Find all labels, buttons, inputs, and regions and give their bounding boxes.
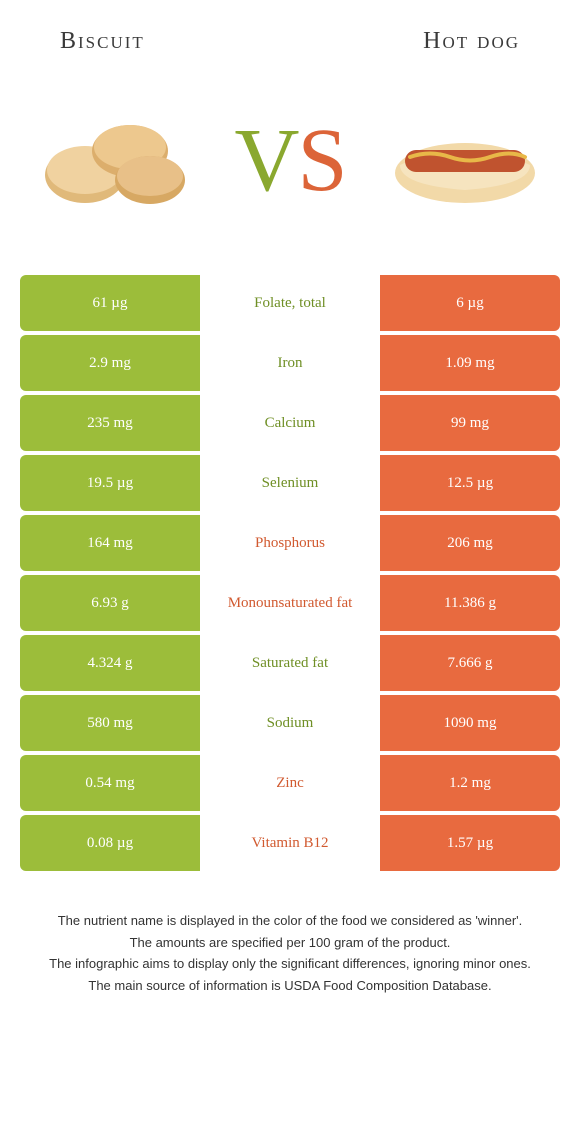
table-row: 0.54 mg Zinc 1.2 mg [20, 755, 560, 811]
cell-mid: Saturated fat [200, 635, 380, 691]
cell-right: 6 µg [380, 275, 560, 331]
cell-left: 164 mg [20, 515, 200, 571]
cell-right: 1.09 mg [380, 335, 560, 391]
food-right-title: Hot dog [423, 28, 520, 55]
cell-left: 580 mg [20, 695, 200, 751]
cell-mid: Phosphorus [200, 515, 380, 571]
cell-left: 6.93 g [20, 575, 200, 631]
cell-right: 1.2 mg [380, 755, 560, 811]
table-row: 164 mg Phosphorus 206 mg [20, 515, 560, 571]
nutrient-table: 61 µg Folate, total 6 µg 2.9 mg Iron 1.0… [20, 275, 560, 871]
cell-mid: Sodium [200, 695, 380, 751]
header-row: Biscuit Hot dog [0, 0, 580, 65]
hotdog-image [380, 95, 550, 225]
cell-left: 2.9 mg [20, 335, 200, 391]
hero-row: VS [0, 65, 580, 265]
footnote-line: The nutrient name is displayed in the co… [30, 911, 550, 931]
cell-left: 4.324 g [20, 635, 200, 691]
cell-right: 206 mg [380, 515, 560, 571]
cell-left: 235 mg [20, 395, 200, 451]
table-row: 235 mg Calcium 99 mg [20, 395, 560, 451]
footnotes: The nutrient name is displayed in the co… [30, 911, 550, 995]
cell-left: 19.5 µg [20, 455, 200, 511]
cell-right: 1090 mg [380, 695, 560, 751]
vs-s: S [297, 111, 345, 210]
table-row: 19.5 µg Selenium 12.5 µg [20, 455, 560, 511]
footnote-line: The main source of information is USDA F… [30, 976, 550, 996]
footnote-line: The infographic aims to display only the… [30, 954, 550, 974]
table-row: 0.08 µg Vitamin B12 1.57 µg [20, 815, 560, 871]
cell-left: 61 µg [20, 275, 200, 331]
cell-right: 99 mg [380, 395, 560, 451]
cell-right: 12.5 µg [380, 455, 560, 511]
cell-left: 0.54 mg [20, 755, 200, 811]
biscuit-image [30, 95, 200, 225]
table-row: 4.324 g Saturated fat 7.666 g [20, 635, 560, 691]
cell-right: 7.666 g [380, 635, 560, 691]
footnote-line: The amounts are specified per 100 gram o… [30, 933, 550, 953]
cell-mid: Monounsaturated fat [200, 575, 380, 631]
vs-v: V [234, 111, 297, 210]
cell-right: 11.386 g [380, 575, 560, 631]
table-row: 6.93 g Monounsaturated fat 11.386 g [20, 575, 560, 631]
cell-mid: Folate, total [200, 275, 380, 331]
cell-mid: Vitamin B12 [200, 815, 380, 871]
food-left-title: Biscuit [60, 28, 145, 55]
vs-label: VS [234, 109, 345, 212]
cell-mid: Iron [200, 335, 380, 391]
cell-mid: Selenium [200, 455, 380, 511]
cell-right: 1.57 µg [380, 815, 560, 871]
table-row: 580 mg Sodium 1090 mg [20, 695, 560, 751]
table-row: 61 µg Folate, total 6 µg [20, 275, 560, 331]
cell-left: 0.08 µg [20, 815, 200, 871]
cell-mid: Zinc [200, 755, 380, 811]
table-row: 2.9 mg Iron 1.09 mg [20, 335, 560, 391]
cell-mid: Calcium [200, 395, 380, 451]
